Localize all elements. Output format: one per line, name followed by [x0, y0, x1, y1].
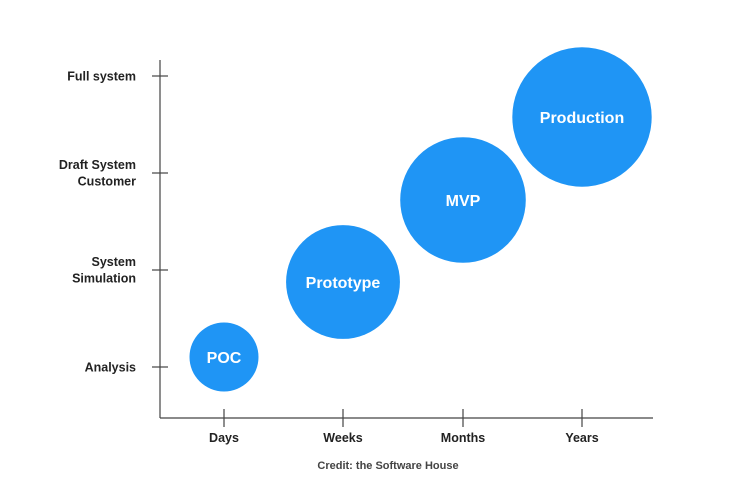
y-axis-ticks: Analysis System Simulation Draft System Cust… [59, 70, 168, 375]
bubble-prototype: Prototype [286, 225, 400, 339]
bubble-circle-production [512, 47, 652, 187]
bubble-circle-mvp [400, 137, 526, 263]
y-tick-label-analysis: Analysis [85, 361, 136, 375]
chart-credit: Credit: the Software House [317, 460, 458, 472]
bubbles: POC Prototype MVP Production [189, 47, 652, 392]
bubble-label-mvp: MVP [446, 193, 481, 210]
bubble-label-poc: POC [207, 350, 242, 367]
bubble-label-prototype: Prototype [306, 275, 381, 292]
bubble-label-production: Production [540, 110, 624, 127]
y-tick-label-full-system: Full system [67, 70, 136, 84]
x-tick-label-days: Days [209, 431, 239, 445]
bubble-mvp: MVP [400, 137, 526, 263]
x-axis-ticks: Days Weeks Months Years [209, 409, 599, 445]
x-tick-label-years: Years [565, 431, 598, 445]
y-tick-label-system-simulation: System Simulation [72, 255, 136, 286]
chart-axes [159, 60, 653, 419]
bubble-circle-poc [189, 322, 259, 392]
x-tick-label-weeks: Weeks [323, 431, 362, 445]
y-tick-label-draft-system-customer: Draft System Customer [59, 158, 136, 189]
x-tick-label-months: Months [441, 431, 485, 445]
bubble-circle-prototype [286, 225, 400, 339]
bubble-production: Production [512, 47, 652, 187]
bubble-poc: POC [189, 322, 259, 392]
